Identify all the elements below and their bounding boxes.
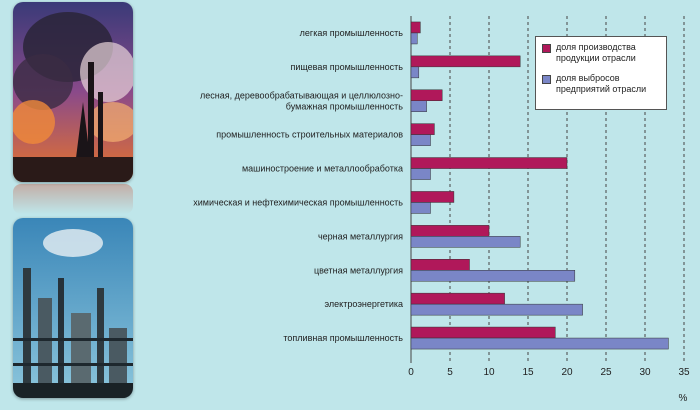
category-label: легкая промышленность (300, 28, 404, 38)
bar-production (410, 157, 568, 169)
category-label: цветная металлургия (314, 265, 403, 275)
category-label: лесная, деревообрабатывающая и целлюлозн… (200, 90, 403, 111)
legend-entry-production: доля производства продукции отрасли (542, 42, 666, 64)
smokestacks-photo (13, 2, 133, 182)
bar-production (410, 123, 435, 135)
bar-emissions (410, 168, 431, 180)
bar-production (410, 191, 455, 203)
x-axis-unit: % (679, 393, 688, 404)
bar-emissions (410, 134, 431, 146)
bar-production (410, 21, 421, 34)
category-label: топливная промышленность (283, 333, 403, 343)
chart-bars (410, 21, 669, 350)
photo-reflection (13, 184, 133, 214)
legend-label-production: доля производства продукции отрасли (556, 42, 636, 63)
bar-emissions (410, 337, 669, 350)
bar-production (410, 259, 470, 271)
category-label: машиностроение и металлообработка (242, 164, 403, 174)
x-tick-label: 5 (447, 367, 453, 378)
x-tick-label: 20 (561, 367, 573, 378)
bar-emissions (410, 236, 521, 248)
x-tick-label: 35 (678, 367, 690, 378)
legend-label-emissions: доля выбросов предприятий отрасли (556, 73, 647, 94)
category-label: электроэнергетика (325, 299, 403, 309)
category-labels: легкая промышленность пищевая промышленно… (193, 28, 403, 343)
bar-production (410, 292, 505, 305)
legend-swatch-emissions (542, 75, 551, 84)
bar-production (410, 55, 521, 68)
x-tick-label: 30 (639, 367, 651, 378)
category-label: химическая и нефтехимическая промышленно… (193, 197, 403, 207)
category-label: черная металлургия (318, 231, 403, 241)
x-tick-label: 25 (600, 367, 612, 378)
bar-production (410, 225, 490, 237)
category-label: промышленность строительных материалов (216, 130, 403, 140)
bar-production (410, 326, 556, 339)
bar-emissions (410, 32, 418, 45)
legend-entry-emissions: доля выбросов предприятий отрасли (542, 73, 666, 95)
bar-emissions (410, 270, 576, 282)
bar-emissions (410, 100, 427, 112)
chart-legend: доля производства продукции отрасли доля… (535, 36, 667, 110)
x-tick-label: 15 (522, 367, 534, 378)
x-axis-ticks: 0 5 10 15 20 25 30 35 (408, 367, 690, 378)
bar-production (410, 89, 443, 101)
bar-emissions (410, 202, 431, 214)
x-tick-label: 0 (408, 367, 414, 378)
x-tick-label: 10 (483, 367, 495, 378)
bar-emissions (410, 303, 583, 316)
category-label: пищевая промышленность (290, 62, 403, 72)
bar-emissions (410, 66, 420, 79)
legend-swatch-production (542, 44, 551, 53)
refinery-photo (13, 218, 133, 398)
